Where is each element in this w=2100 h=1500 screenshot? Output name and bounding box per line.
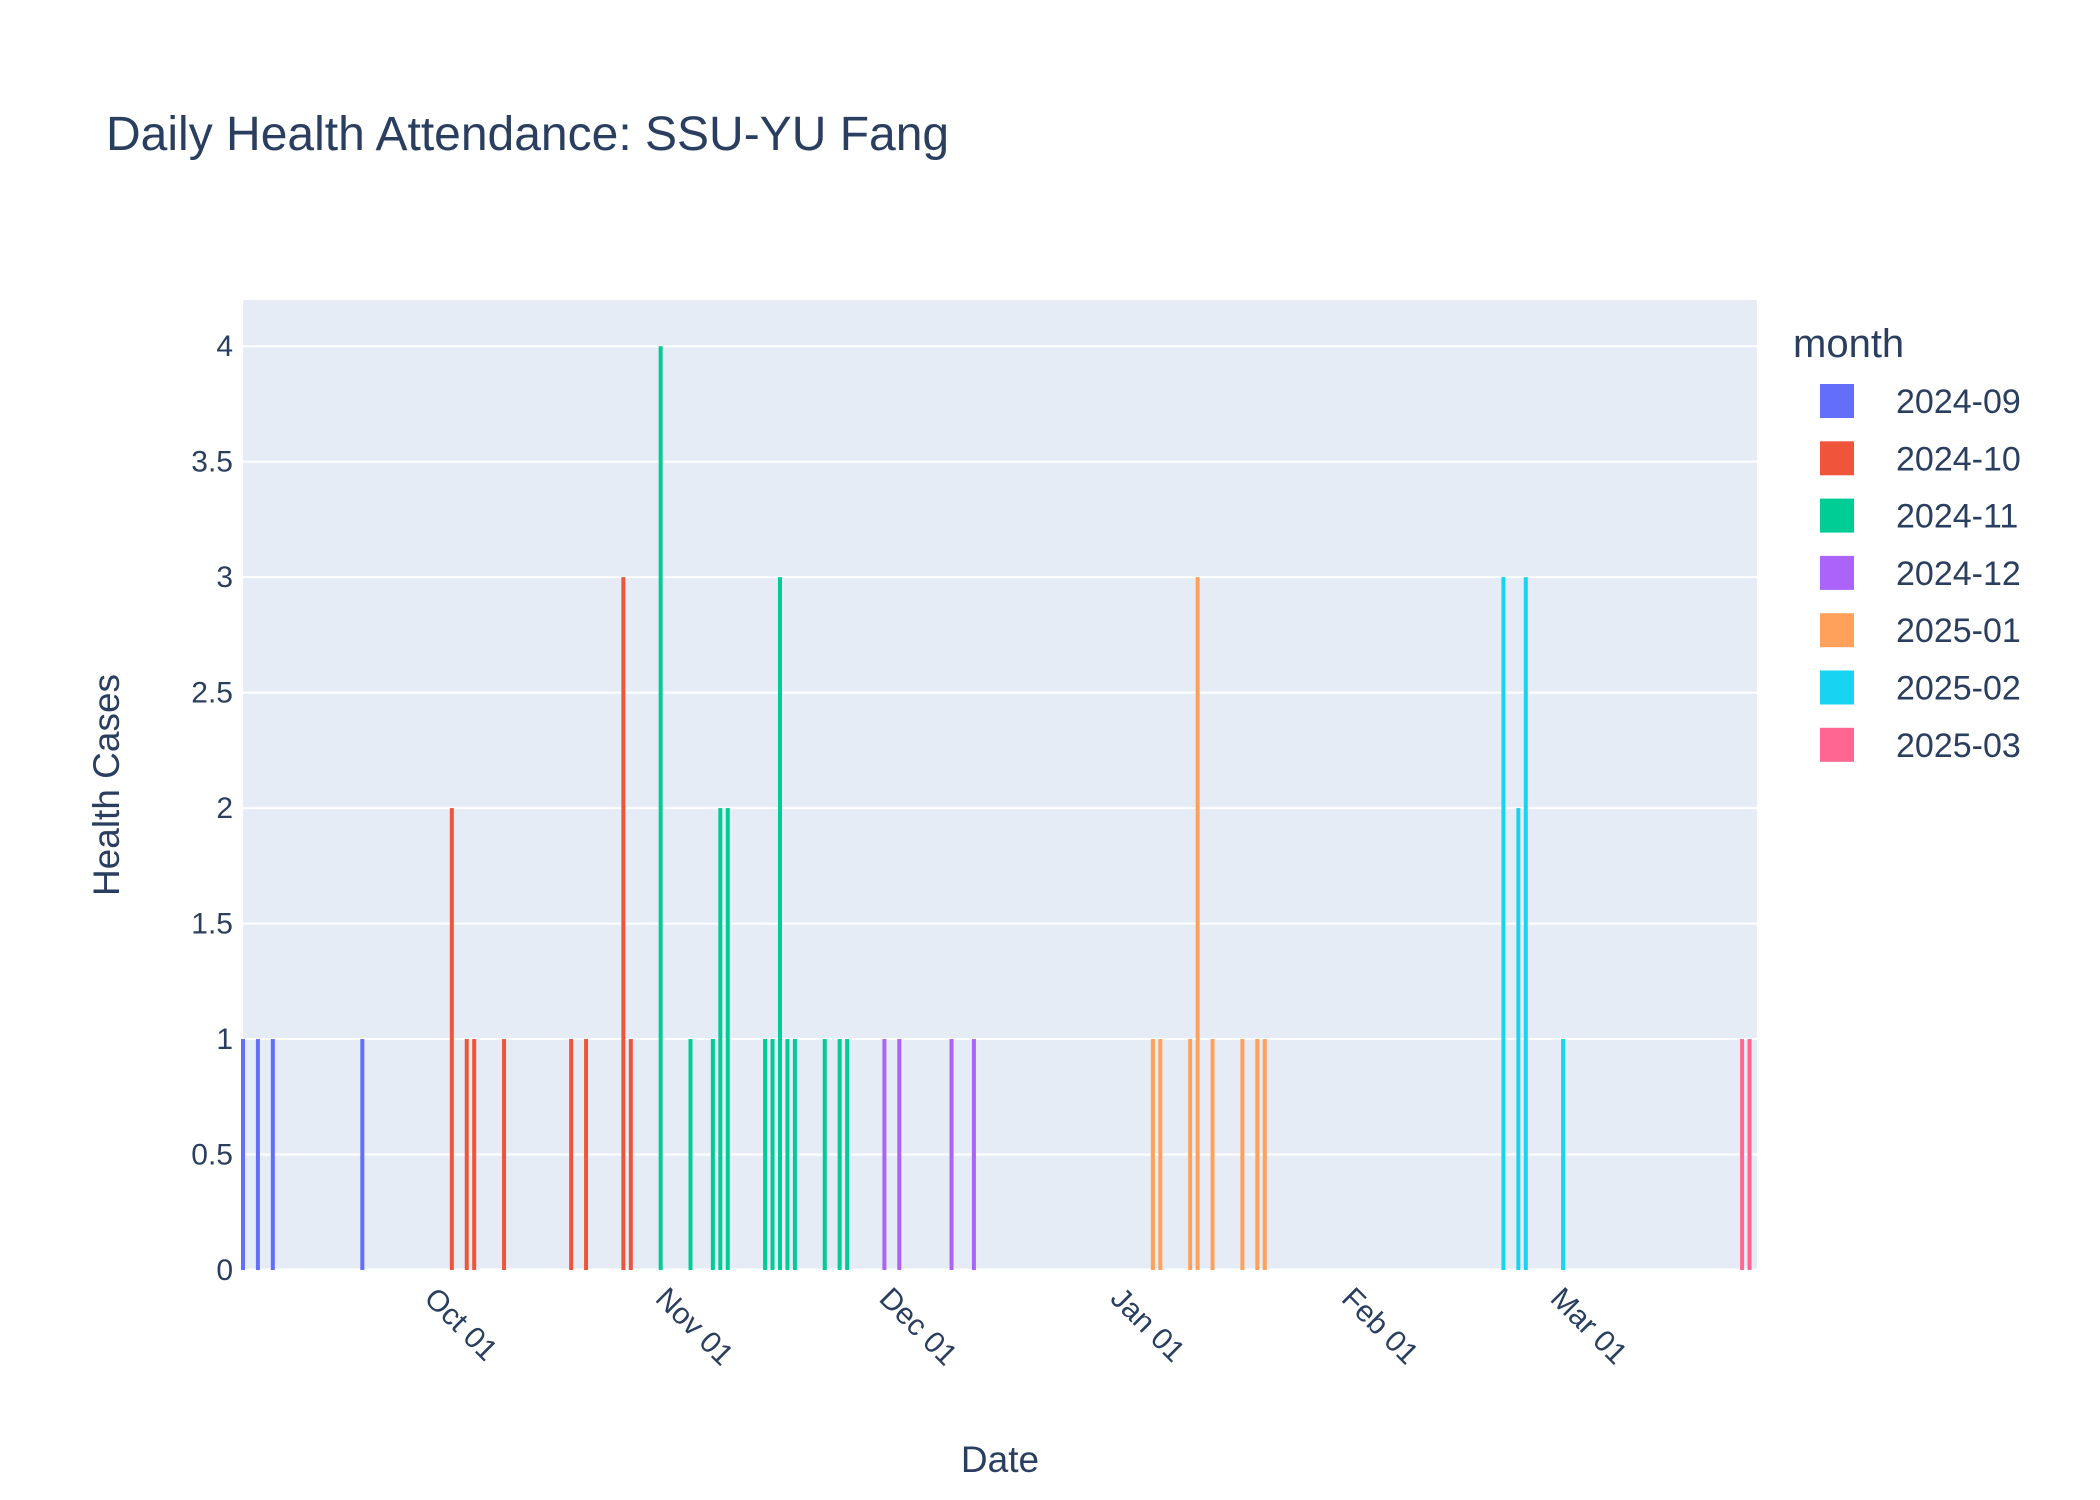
y-tick-label: 4 xyxy=(216,330,233,363)
legend-swatch-2025-03 xyxy=(1820,727,1854,762)
bar-2025-01-2025-01-01 xyxy=(1150,1039,1155,1270)
bar-2025-02-2025-02-25 xyxy=(1561,1039,1566,1270)
bar-2024-10-2024-10-01 xyxy=(464,1039,469,1270)
bar-2024-11-2024-11-13 xyxy=(785,1039,790,1270)
bar-2024-09-2024-09-03 xyxy=(255,1039,260,1270)
bar-2024-10-2024-10-17 xyxy=(584,1039,589,1270)
bar-2024-11-2024-11-12 xyxy=(777,577,782,1270)
x-tick-label: Mar 01 xyxy=(1544,1282,1633,1371)
bar-2025-01-2025-01-06 xyxy=(1188,1039,1193,1270)
bar-2024-10-2024-10-06 xyxy=(502,1039,507,1270)
bar-2024-10-2024-10-15 xyxy=(569,1039,574,1270)
bar-2024-09-2024-09-01 xyxy=(241,1039,245,1270)
legend-swatch-2024-09 xyxy=(1820,384,1854,418)
bar-2024-12-2024-12-05 xyxy=(949,1039,954,1270)
legend: month 2024-09 2024-10 2024-11 2024-12 2025-0… xyxy=(1793,322,2021,765)
chart-title: Daily Health Attendance: SSU-YU Fang xyxy=(106,108,949,161)
bar-2024-12-2024-11-28 xyxy=(897,1039,902,1270)
bar-2024-11-2024-11-03 xyxy=(710,1039,715,1270)
bar-2024-10-2024-10-02 xyxy=(472,1039,477,1270)
x-axis-title: Date xyxy=(961,1439,1039,1480)
bar-2025-01-2025-01-15 xyxy=(1255,1039,1260,1270)
y-tick-label: 0 xyxy=(216,1254,233,1287)
x-axis-ticks: Oct 01 Nov 01 Dec 01 Jan 01 Feb 01 Mar 01 xyxy=(418,1282,1634,1373)
bar-2025-02-2025-02-19 xyxy=(1516,808,1521,1270)
legend-swatch-2025-02 xyxy=(1820,670,1854,705)
bar-2024-11-2024-11-14 xyxy=(792,1039,797,1270)
x-tick-label: Jan 01 xyxy=(1104,1282,1191,1369)
legend-swatch-2025-01 xyxy=(1820,613,1854,648)
bar-2024-11-2024-11-18 xyxy=(822,1039,827,1270)
legend-label: 2025-02 xyxy=(1896,670,2021,708)
legend-label: 2024-11 xyxy=(1896,498,2018,536)
bar-2024-10-2024-10-22 xyxy=(621,577,626,1270)
bar-2025-01-2025-01-13 xyxy=(1240,1039,1245,1270)
bar-2024-11-2024-10-27 xyxy=(658,346,663,1270)
legend-label: 2024-12 xyxy=(1896,555,2021,593)
bar-2024-09-2024-09-05 xyxy=(270,1039,275,1270)
bar-2024-09-2024-09-17 xyxy=(360,1039,365,1270)
y-tick-label: 3.5 xyxy=(191,446,233,479)
legend-title: month xyxy=(1793,322,1904,366)
bar-2025-03-2025-03-21 xyxy=(1740,1039,1745,1270)
y-axis-title: Health Cases xyxy=(86,674,127,896)
x-tick-label: Dec 01 xyxy=(873,1282,964,1373)
bar-2024-11-2024-11-05 xyxy=(725,808,730,1270)
legend-label: 2025-03 xyxy=(1896,727,2021,765)
bar-2024-11-2024-11-21 xyxy=(845,1039,850,1270)
x-tick-label: Feb 01 xyxy=(1335,1282,1424,1371)
bar-2025-02-2025-02-20 xyxy=(1523,577,1528,1270)
legend-label: 2025-01 xyxy=(1896,612,2021,650)
bar-2024-12-2024-12-08 xyxy=(971,1039,976,1270)
bar-2024-11-2024-10-31 xyxy=(688,1039,693,1270)
bar-2024-12-2024-11-26 xyxy=(882,1039,887,1270)
legend-swatch-2024-10 xyxy=(1820,441,1854,476)
bar-2024-10-2024-10-23 xyxy=(628,1039,633,1270)
bar-2024-11-2024-11-10 xyxy=(763,1039,768,1270)
y-tick-label: 2 xyxy=(216,792,233,825)
bar-2025-01-2025-01-07 xyxy=(1195,577,1200,1270)
bar-2024-11-2024-11-11 xyxy=(770,1039,775,1270)
legend-label: 2024-10 xyxy=(1896,440,2021,478)
y-tick-label: 1.5 xyxy=(191,908,233,941)
bar-2025-02-2025-02-17 xyxy=(1501,577,1506,1270)
bar-2025-01-2025-01-02 xyxy=(1158,1039,1163,1270)
bar-2024-10-2024-09-29 xyxy=(449,808,454,1270)
legend-swatch-2024-11 xyxy=(1820,498,1854,533)
bar-2025-03-2025-03-22 xyxy=(1747,1039,1752,1270)
bar-2025-01-2025-01-09 xyxy=(1210,1039,1215,1270)
plot-area xyxy=(243,300,1757,1270)
bar-2024-11-2024-11-04 xyxy=(718,808,723,1270)
bar-2025-01-2025-01-16 xyxy=(1262,1039,1267,1270)
legend-swatch-2024-12 xyxy=(1820,555,1854,590)
y-tick-label: 1 xyxy=(216,1023,233,1056)
y-axis-ticks: 0 0.5 1 1.5 2 2.5 3 3.5 4 xyxy=(191,330,233,1287)
bars xyxy=(241,346,1752,1270)
x-tick-label: Oct 01 xyxy=(418,1282,504,1368)
legend-label: 2024-09 xyxy=(1896,383,2021,421)
y-tick-label: 0.5 xyxy=(191,1139,233,1172)
x-tick-label: Nov 01 xyxy=(649,1282,740,1373)
y-tick-label: 3 xyxy=(216,561,233,594)
bar-2024-11-2024-11-20 xyxy=(837,1039,842,1270)
y-tick-label: 2.5 xyxy=(191,677,233,710)
